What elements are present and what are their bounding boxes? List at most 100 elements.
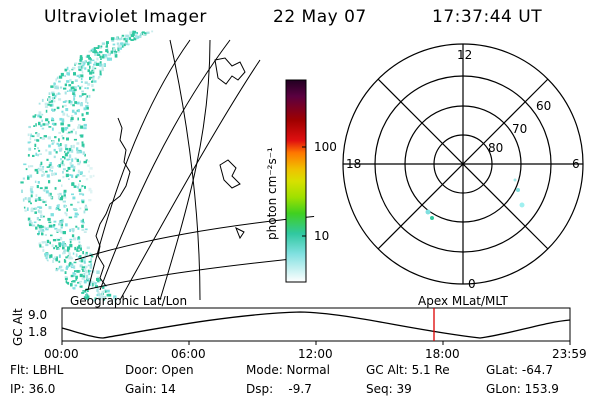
speckle-dot <box>90 255 94 258</box>
timeline-ticks <box>61 341 571 345</box>
speckle-dot <box>51 103 54 107</box>
speckle-dot <box>60 220 64 223</box>
speckle-dot <box>75 131 77 135</box>
speckle-dot <box>63 189 67 193</box>
speckle-dot <box>50 100 54 103</box>
speckle-dot <box>48 206 52 210</box>
speckle-dot <box>37 233 40 235</box>
speckle-dot <box>92 270 95 273</box>
speckle-dot <box>63 191 66 195</box>
speckle-dot <box>70 283 73 287</box>
speckle-dot <box>28 220 32 224</box>
speckle-dot <box>82 193 85 196</box>
speckle-dot <box>53 122 57 126</box>
speckle-dot <box>70 100 73 104</box>
speckle-dot <box>81 200 85 204</box>
speckle-dot <box>101 67 104 72</box>
speckle-dot <box>53 155 56 159</box>
speckle-dot <box>34 198 39 202</box>
speckle-dot <box>82 268 85 272</box>
speckle-dot <box>47 97 51 102</box>
speckle-dot <box>42 228 45 232</box>
speckle-dot <box>92 51 95 53</box>
speckle-dot <box>27 141 30 144</box>
speckle-dot <box>98 46 102 49</box>
speckle-dot <box>98 293 101 297</box>
speckle-dot <box>114 54 118 58</box>
speckle-dot <box>59 117 63 121</box>
speckle-dot <box>27 197 31 201</box>
speckle-dot <box>70 274 74 278</box>
speckle-dot <box>140 32 142 35</box>
speckle-dot <box>43 226 46 229</box>
speckle-dot <box>64 211 67 215</box>
speckle-dot <box>73 261 77 264</box>
speckle-dot <box>117 47 120 51</box>
speckle-dot <box>87 290 89 292</box>
speckle-dot <box>36 133 40 136</box>
speckle-dot <box>46 174 50 178</box>
speckle-dot <box>101 55 105 59</box>
speckle-dot <box>86 278 90 282</box>
speckle-dot <box>79 56 83 61</box>
speckle-dot <box>27 217 31 221</box>
speckle-dot <box>65 148 69 151</box>
speckle-dot <box>60 230 63 234</box>
speckle-dot <box>91 80 94 83</box>
speckle-dot <box>41 98 44 102</box>
speckle-dot <box>84 266 87 269</box>
speckle-dot <box>62 137 65 140</box>
speckle-dot <box>87 160 90 163</box>
speckle-dot <box>118 50 121 53</box>
speckle-dot <box>97 77 100 80</box>
speckle-dot <box>71 174 74 178</box>
speckle-dot <box>50 164 53 168</box>
speckle-dot <box>126 38 129 41</box>
speckle-dot <box>58 242 62 246</box>
speckle-dot <box>108 57 112 61</box>
lat-label-60: 60 <box>536 99 552 113</box>
lat-lon-grid <box>74 39 320 301</box>
speckle-dot <box>88 170 90 173</box>
speckle-dot <box>88 61 92 64</box>
speckle-dot <box>53 247 56 250</box>
speckle-dot <box>106 289 110 293</box>
speckle-dot <box>45 243 49 247</box>
speckle-dot <box>71 182 75 186</box>
speckle-dot <box>66 281 70 285</box>
speckle-dot <box>120 42 124 46</box>
speckle-dot <box>82 221 85 224</box>
speckle-dot <box>20 181 24 184</box>
speckle-dot <box>78 76 81 79</box>
speckle-dot <box>91 69 94 72</box>
speckle-dot <box>69 89 73 92</box>
speckle-dot <box>77 186 79 189</box>
mlt-label-6: 6 <box>572 157 580 171</box>
speckle-dot <box>111 50 115 52</box>
speckle-dot <box>96 288 99 292</box>
speckle-dot <box>45 252 49 256</box>
speckle-dot <box>30 202 32 205</box>
speckle-dot <box>58 220 61 224</box>
speckle-dot <box>94 285 98 289</box>
speckle-dot <box>49 104 52 107</box>
speckle-dot <box>78 280 83 283</box>
speckle-dot <box>81 224 84 228</box>
speckle-dot <box>83 107 87 111</box>
speckle-dot <box>54 245 58 248</box>
speckle-dot <box>68 256 72 260</box>
speckle-dot <box>58 164 61 168</box>
speckle-dot <box>28 165 30 168</box>
speckle-dot <box>97 279 100 283</box>
speckle-dot <box>43 241 47 244</box>
speckle-dot <box>45 254 49 258</box>
speckle-dot <box>41 232 43 236</box>
speckle-dot <box>75 175 78 179</box>
speckle-dot <box>31 207 34 210</box>
speckle-dot <box>73 138 77 141</box>
speckle-dot <box>84 81 88 84</box>
speckle-dot <box>74 246 77 251</box>
speckle-dot <box>31 135 35 138</box>
colorbar-ticks <box>302 146 306 237</box>
